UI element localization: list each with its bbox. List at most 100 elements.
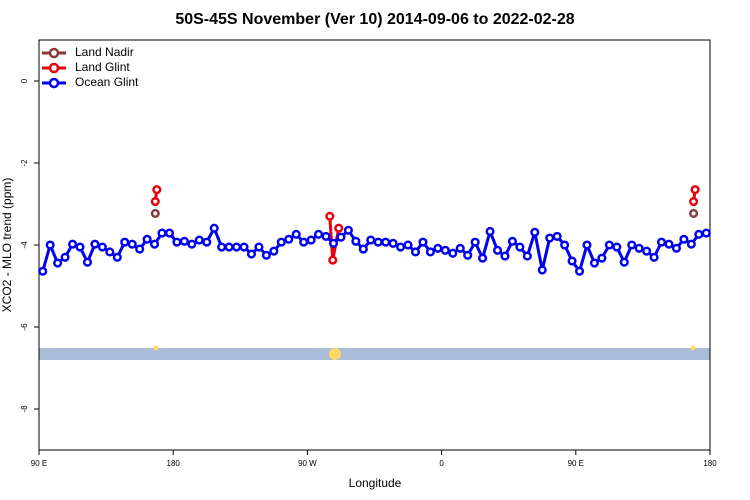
data-point: [194, 235, 204, 245]
data-point: [671, 243, 682, 253]
data-point: [552, 231, 562, 241]
data-point: [202, 237, 212, 247]
land-dot: [153, 345, 159, 351]
data-point: [574, 266, 585, 276]
legend-swatch: [48, 47, 60, 59]
data-point: [358, 244, 368, 254]
data-point: [179, 236, 189, 246]
data-point: [157, 228, 167, 238]
data-point: [299, 237, 309, 247]
data-point: [306, 235, 316, 245]
land-dot: [329, 348, 341, 360]
data-point: [567, 256, 577, 266]
data-point: [433, 243, 443, 253]
data-point: [448, 248, 458, 258]
data-point: [388, 238, 398, 248]
y-tick-label: 0: [20, 78, 29, 83]
data-point: [334, 223, 344, 233]
data-point: [686, 239, 696, 249]
data-point: [75, 242, 85, 252]
data-point: [701, 228, 711, 238]
legend-label: Land Nadir: [75, 45, 134, 59]
data-point: [679, 234, 689, 244]
data-point: [689, 196, 699, 207]
data-point: [68, 239, 78, 249]
data-point: [410, 247, 421, 257]
data-point: [589, 258, 599, 268]
data-point: [269, 246, 279, 256]
data-point: [328, 255, 338, 265]
data-point: [276, 237, 286, 247]
y-tick-label: -4: [20, 241, 29, 249]
data-point: [470, 237, 480, 247]
data-point: [314, 229, 324, 239]
data-point: [455, 243, 465, 253]
legend-swatch: [48, 62, 60, 74]
data-point: [373, 237, 383, 247]
data-point: [664, 239, 674, 249]
data-point: [530, 227, 540, 237]
data-point: [328, 238, 339, 248]
legend-label: Land Glint: [75, 60, 130, 74]
data-point: [560, 240, 570, 250]
data-point: [492, 245, 503, 255]
data-point: [515, 242, 525, 252]
data-point: [656, 237, 667, 247]
data-point: [500, 251, 510, 261]
data-point: [325, 211, 335, 221]
data-point: [425, 247, 435, 257]
data-point: [209, 223, 219, 233]
land-band: [39, 348, 710, 360]
data-point: [321, 231, 331, 241]
data-point: [366, 235, 376, 245]
data-point: [634, 243, 644, 253]
data-point: [522, 251, 532, 261]
data-point: [217, 242, 227, 252]
data-point: [396, 242, 406, 252]
data-point: [627, 240, 637, 250]
data-point: [291, 229, 301, 239]
x-tick-label: 90 W: [298, 459, 317, 468]
data-point: [582, 240, 592, 250]
data-point: [150, 196, 160, 207]
data-point: [224, 242, 234, 252]
data-point: [612, 242, 622, 252]
data-point: [597, 253, 607, 263]
y-tick-label: -2: [20, 159, 29, 167]
data-point: [403, 240, 413, 250]
data-point: [261, 250, 271, 260]
data-point: [112, 252, 122, 262]
data-point: [90, 239, 100, 249]
data-point: [649, 252, 659, 262]
data-point: [381, 237, 391, 247]
y-axis-label: XCO2 - MLO trend (ppm): [0, 178, 14, 313]
data-point: [38, 266, 48, 276]
data-point: [164, 228, 175, 238]
data-point: [150, 239, 160, 249]
data-point: [440, 245, 450, 255]
data-point: [642, 246, 652, 256]
x-axis-label: Longitude: [349, 476, 402, 490]
data-point: [53, 258, 63, 268]
data-point: [150, 208, 160, 218]
data-point: [694, 229, 704, 239]
data-point: [142, 234, 152, 244]
data-point: [82, 257, 93, 267]
data-point: [463, 250, 473, 260]
data-point: [336, 232, 346, 242]
data-point: [254, 242, 264, 252]
data-point: [689, 208, 699, 218]
data-point: [604, 240, 614, 250]
data-point: [485, 226, 495, 237]
y-tick-label: -6: [20, 323, 29, 331]
data-point: [507, 236, 517, 246]
x-tick-label: 0: [439, 459, 444, 468]
data-point: [619, 257, 629, 267]
data-point: [120, 237, 130, 247]
data-point: [105, 247, 115, 257]
data-point: [343, 225, 353, 235]
data-point: [351, 236, 361, 246]
x-tick-label: 180: [167, 459, 181, 468]
